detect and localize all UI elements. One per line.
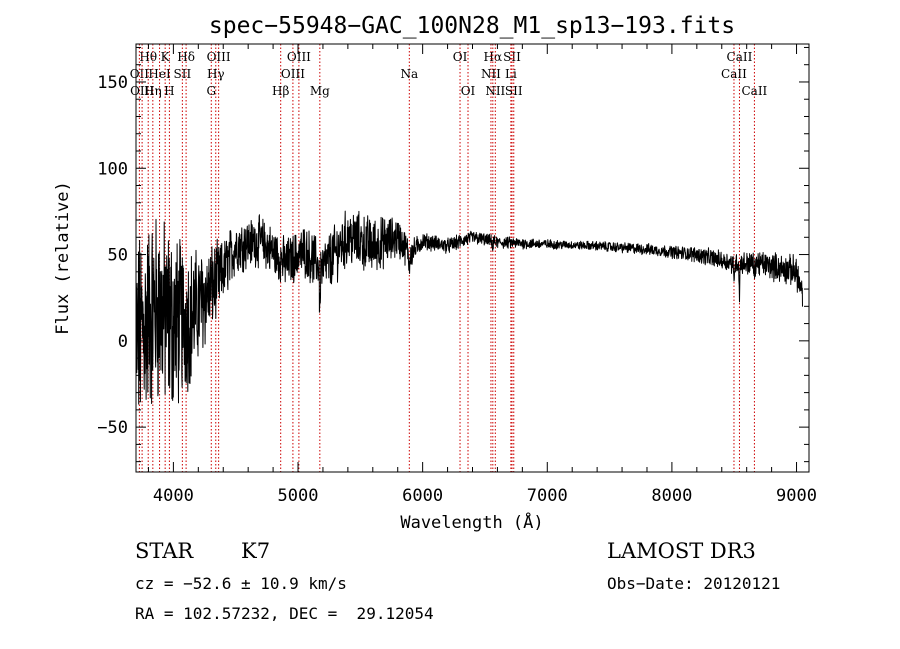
coordinates: RA = 102.57232, DEC = 29.12054	[135, 604, 434, 623]
y-tick-label: 50	[108, 246, 128, 266]
spectral-line-label: K	[161, 50, 171, 64]
survey-name: LAMOST DR3	[607, 539, 756, 563]
spectral-subclass: K7	[241, 539, 271, 563]
obs-date: Obs−Date: 20120121	[607, 574, 781, 593]
spectral-line-label: H	[164, 84, 174, 98]
spectral-line-label: SII	[505, 84, 523, 98]
axis-ticks-layer: 4000 5000 6000 7000 8000 9000 −50 0 50 100 150	[97, 44, 817, 506]
spectral-line-label: NII	[485, 84, 505, 98]
chart-title: spec−55948−GAC_100N28_M1_sp13−193.fits	[209, 13, 735, 39]
spectral-line-label: OI	[453, 50, 468, 64]
x-axis-label: Wavelength (Å)	[400, 511, 543, 533]
spectral-line-label: SII	[174, 67, 192, 81]
object-class: STAR	[135, 539, 194, 563]
y-tick-label: 100	[97, 159, 128, 179]
spectral-line-label: Hη	[144, 84, 162, 98]
y-tick-label: 0	[118, 332, 128, 352]
spectral-line-label: OII	[130, 67, 150, 81]
spectral-line-label: CaII	[721, 67, 747, 81]
spectral-line-label: Mg	[310, 84, 330, 98]
spectral-line-label: SII	[503, 50, 521, 64]
spectral-line-label: Li	[505, 67, 517, 81]
y-tick-label: −50	[97, 418, 128, 438]
spectral-line-label: Hγ	[207, 67, 225, 81]
velocity-readout: cz = −52.6 ± 10.9 km/s	[135, 574, 347, 593]
spectral-line-label: Hθ	[139, 50, 157, 64]
spectral-line-label: OI	[461, 84, 476, 98]
y-axis-label: Flux (relative)	[53, 181, 73, 335]
x-tick-label: 7000	[527, 486, 568, 506]
spectral-line-label: CaII	[741, 84, 767, 98]
spectral-line-label: CaII	[727, 50, 753, 64]
spectral-line-label: Hδ	[177, 50, 195, 64]
spectral-line-label: OIII	[287, 50, 311, 64]
y-tick-label: 150	[97, 73, 128, 93]
x-tick-label: 5000	[278, 486, 319, 506]
spectral-line-label: NII	[481, 67, 501, 81]
x-tick-label: 8000	[651, 486, 692, 506]
spectral-line-label: OIII	[281, 67, 305, 81]
x-tick-label: 6000	[402, 486, 443, 506]
spectrum-trace	[135, 210, 803, 405]
x-tick-label: 9000	[776, 486, 817, 506]
spectral-line-label: Na	[400, 67, 418, 81]
spectral-line-label: Hβ	[272, 84, 289, 98]
spectral-line-label: HeI	[148, 67, 171, 81]
spectrum-layer	[135, 210, 803, 405]
spectral-line-label: OIII	[207, 50, 231, 64]
spectral-line-label: Hα	[484, 50, 503, 64]
x-tick-label: 4000	[153, 486, 194, 506]
spectral-line-label: G	[206, 84, 216, 98]
